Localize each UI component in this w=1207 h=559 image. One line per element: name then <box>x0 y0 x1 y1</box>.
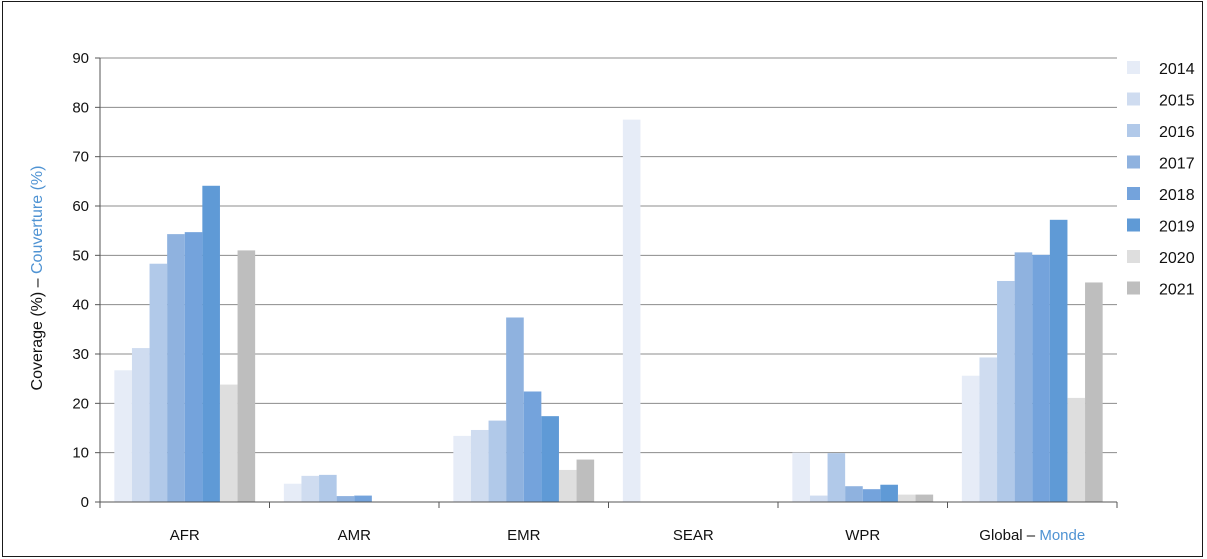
bar-2016-amr <box>319 474 337 502</box>
bar-2017-afr <box>167 234 185 502</box>
y-tick-labels: 0 10 20 30 40 50 60 70 80 90 <box>72 50 100 511</box>
y-tick-label: 70 <box>72 149 89 166</box>
bar-2014-sear <box>622 119 641 503</box>
bar-2015-global-monde <box>979 357 998 502</box>
bar-2019-global-monde <box>1049 219 1068 502</box>
legend-item-2016: 2016 <box>1127 124 1195 141</box>
bar-2021-global-monde <box>1085 282 1103 502</box>
bar-2014-afr <box>114 370 132 502</box>
legend-label: 2018 <box>1159 187 1195 204</box>
bar-2020-global-monde <box>1067 397 1086 502</box>
bar-2019-emr <box>541 416 559 502</box>
bars <box>114 119 1103 503</box>
legend-swatch <box>1127 218 1140 232</box>
bar-2014-global-monde <box>961 375 980 502</box>
x-category-label: SEAR <box>673 527 714 544</box>
y-tick-label: 60 <box>72 198 89 215</box>
bar-2021-afr <box>237 250 256 502</box>
y-tick-label: 80 <box>72 99 89 116</box>
legend: 2014 2015 2016 2017 2018 2019 2020 2021 <box>1127 61 1195 299</box>
bar-2020-afr <box>219 384 238 502</box>
y-tick-label: 10 <box>72 445 89 462</box>
legend-swatch <box>1127 155 1140 169</box>
y-tick-label: 40 <box>72 297 89 314</box>
y-tick-label: 30 <box>72 346 89 363</box>
legend-label: 2014 <box>1159 61 1195 78</box>
legend-swatch <box>1127 187 1140 200</box>
bar-2019-wpr <box>880 484 898 502</box>
bar-2017-wpr <box>845 486 863 502</box>
legend-item-2021: 2021 <box>1127 281 1195 299</box>
x-category-label: Global – Monde <box>979 527 1085 544</box>
bar-2017-amr <box>336 496 355 502</box>
legend-label: 2020 <box>1159 250 1195 267</box>
legend-label: 2015 <box>1159 93 1195 110</box>
bar-2014-amr <box>283 483 302 502</box>
bar-2018-wpr <box>862 489 881 502</box>
axes <box>99 58 1118 508</box>
legend-label: 2017 <box>1159 156 1195 173</box>
bar-2020-emr <box>558 469 577 502</box>
y-axis-title-en: Coverage (%) <box>29 292 46 391</box>
legend-label: 2019 <box>1159 219 1195 236</box>
y-tick-label: 50 <box>72 247 89 264</box>
x-category-label: AMR <box>338 527 372 544</box>
x-category-label: EMR <box>507 527 541 544</box>
bar-2016-global-monde <box>997 280 1015 502</box>
legend-item-2020: 2020 <box>1127 250 1195 267</box>
legend-item-2014: 2014 <box>1127 61 1195 78</box>
bar-2018-emr <box>523 391 542 502</box>
legend-swatch <box>1127 250 1140 263</box>
bar-2017-global-monde <box>1014 252 1033 502</box>
legend-swatch <box>1127 281 1140 295</box>
bar-2018-global-monde <box>1032 254 1050 502</box>
legend-swatch <box>1127 61 1140 74</box>
legend-item-2015: 2015 <box>1127 92 1195 110</box>
bar-2015-afr <box>131 348 150 502</box>
bar-2014-wpr <box>792 452 810 502</box>
x-category-labels: AFR AMR EMR SEAR WPR Global – Monde <box>170 527 1085 544</box>
legend-swatch <box>1127 124 1140 137</box>
bar-2017-emr <box>506 317 524 502</box>
bar-2015-amr <box>301 475 320 502</box>
legend-item-2018: 2018 <box>1127 187 1195 204</box>
legend-label: 2016 <box>1159 124 1195 141</box>
legend-item-2019: 2019 <box>1127 218 1195 236</box>
legend-item-2017: 2017 <box>1127 155 1195 173</box>
y-axis-title-fr: Couverture (%) <box>29 166 46 274</box>
gridlines <box>100 57 1117 454</box>
x-category-label: WPR <box>845 527 880 544</box>
legend-label: 2021 <box>1159 282 1195 299</box>
legend-swatch <box>1127 92 1140 106</box>
y-axis-title: Coverage (%) – Couverture (%) <box>29 166 46 391</box>
y-axis-title-sep: – <box>29 274 46 292</box>
bar-2015-wpr <box>809 495 828 502</box>
bar-2014-emr <box>453 435 471 502</box>
bar-2021-wpr <box>915 494 934 502</box>
bar-2021-emr <box>576 459 595 502</box>
bar-2020-wpr <box>897 494 916 502</box>
y-tick-label: 0 <box>81 494 89 511</box>
bar-2018-amr <box>354 495 372 502</box>
bar-2015-emr <box>470 429 489 502</box>
bar-2016-afr <box>149 263 168 502</box>
y-tick-label: 90 <box>72 50 89 67</box>
bar-2019-afr <box>202 185 220 502</box>
bar-2018-afr <box>184 232 203 502</box>
bar-2016-emr <box>488 420 507 502</box>
bar-2016-wpr <box>827 453 846 502</box>
y-tick-label: 20 <box>72 395 89 412</box>
x-category-label: AFR <box>170 527 200 544</box>
